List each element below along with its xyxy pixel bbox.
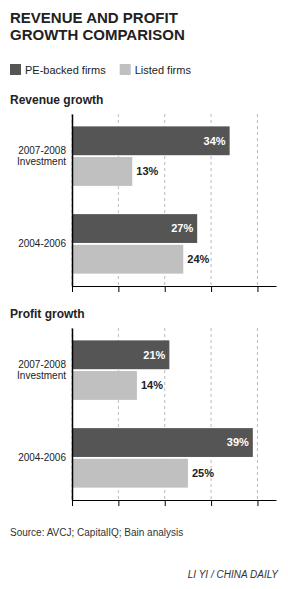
data-label: 21% [143, 349, 165, 361]
tick-mark [211, 286, 212, 292]
text-line: Investment [17, 370, 66, 381]
data-label: 13% [136, 165, 158, 177]
tick [72, 500, 73, 506]
legend: PE-backed firms Listed firms [10, 64, 191, 76]
axis-line [73, 500, 277, 501]
grid-line [257, 328, 258, 500]
text-line: GROWTH COMPARISON [10, 26, 185, 43]
x-axis [73, 286, 277, 292]
data-label: 14% [141, 379, 163, 391]
bar [72, 371, 137, 400]
legend-item: PE-backed firms [10, 64, 106, 76]
text-line: REVENUE AND PROFIT [10, 9, 178, 26]
section-title: Profit growth [10, 307, 85, 321]
tick [257, 500, 258, 506]
text-line: Investment [17, 156, 66, 167]
data-labels: 34% 27% 13% 24% [136, 135, 226, 265]
tick-mark [165, 500, 166, 506]
bar [72, 428, 253, 457]
bar [72, 126, 230, 155]
tick-label: 2007-2008Investment [17, 359, 66, 381]
grid-line [72, 114, 73, 286]
legend-label: Listed firms [135, 64, 192, 76]
bar [72, 214, 197, 243]
tick-mark [72, 286, 73, 292]
bar-section: 34% 27% 13% 24% 2007-2008Investment 2004-2006 [17, 114, 276, 292]
annotation: LI YI / CHINA DAILY [188, 569, 280, 580]
axis-line [72, 329, 74, 501]
data-label: 34% [204, 135, 226, 147]
tick: 2004-2006 [18, 452, 66, 463]
grid-line [257, 114, 258, 286]
tick-mark [257, 500, 258, 506]
bars [72, 126, 230, 273]
tick-label: 2004-2006 [18, 238, 66, 249]
title: REVENUE AND PROFITGROWTH COMPARISON [10, 9, 185, 43]
tick-mark [72, 500, 73, 506]
tick [72, 286, 73, 292]
y-axis: 2007-2008Investment 2004-2006 [17, 329, 72, 501]
tick-label: 2007-2008Investment [17, 145, 66, 167]
data-label: 24% [187, 253, 209, 265]
tick [165, 500, 166, 506]
x-axis [73, 500, 277, 506]
tick-mark [211, 500, 212, 506]
grid [72, 114, 257, 286]
bars [72, 340, 253, 487]
tick [165, 286, 166, 292]
tick-label: 2004-2006 [18, 452, 66, 463]
chart: REVENUE AND PROFITGROWTH COMPARISON PE-ba… [0, 0, 288, 589]
legend-swatch [120, 64, 131, 75]
legend-item: Listed firms [120, 64, 192, 76]
tick [211, 500, 212, 506]
tick-mark [257, 286, 258, 292]
bar-section: 21% 39% 14% 25% 2007-2008Investment 2004-2006 [17, 328, 276, 506]
bar [72, 340, 169, 369]
text-line: 2004-2006 [18, 452, 66, 463]
tick [211, 286, 212, 292]
grid-line [72, 328, 73, 500]
text-line: 2004-2006 [18, 238, 66, 249]
legend-swatch [10, 64, 21, 75]
annotation: Source: AVCJ; CapitalIQ; Bain analysis [10, 527, 183, 538]
data-labels: 21% 39% 14% 25% [141, 349, 249, 479]
data-label: 27% [171, 222, 193, 234]
section-title: Revenue growth [10, 93, 103, 107]
text-line: 2007-2008 [18, 359, 66, 370]
tick: 2004-2006 [18, 238, 66, 249]
axis-line [72, 115, 74, 287]
y-axis: 2007-2008Investment 2004-2006 [17, 115, 72, 287]
bar [72, 459, 188, 488]
tick [257, 286, 258, 292]
legend-label: PE-backed firms [25, 64, 106, 76]
tick-mark [118, 500, 119, 506]
tick [118, 500, 119, 506]
tick: 2007-2008Investment [17, 359, 66, 381]
grid [72, 328, 257, 500]
tick: 2007-2008Investment [17, 145, 66, 167]
axis-line [73, 286, 277, 287]
text-line: 2007-2008 [18, 145, 66, 156]
data-label: 39% [227, 436, 249, 448]
bar [72, 157, 132, 186]
tick [118, 286, 119, 292]
bar [72, 245, 183, 274]
tick-mark [118, 286, 119, 292]
data-label: 25% [192, 467, 214, 479]
tick-mark [165, 286, 166, 292]
